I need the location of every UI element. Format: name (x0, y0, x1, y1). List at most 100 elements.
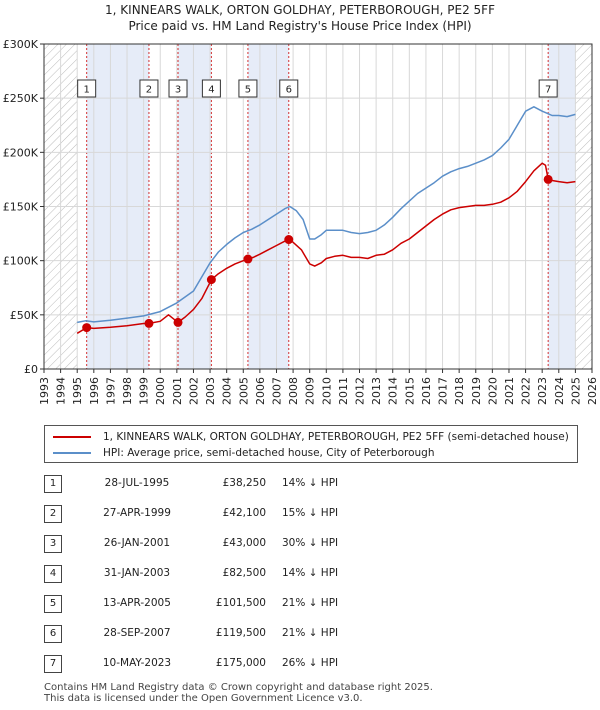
x-tick-label: 2025 (569, 377, 582, 405)
sale-label-number: 6 (286, 85, 292, 96)
plot-frame (43, 43, 593, 370)
y-tick-label: £200K (3, 146, 39, 159)
x-tick-label: 2008 (287, 377, 300, 405)
x-tick-label: 2001 (171, 377, 184, 405)
x-tick-label: 2002 (187, 377, 200, 405)
sale-label-number: 1 (83, 85, 89, 96)
transaction-date: 10-MAY-2023 (102, 657, 172, 669)
legend-label-property: 1, KINNEARS WALK, ORTON GOLDHAY, PETERBO… (103, 431, 569, 443)
sale-point (173, 317, 183, 327)
x-tick-label: 2000 (154, 377, 167, 405)
transaction-hpi: 26% ↓ HPI (282, 657, 339, 669)
x-tick-label: 2012 (354, 377, 367, 405)
x-tick-label: 1995 (71, 377, 84, 405)
x-tick-label: 2005 (237, 377, 250, 405)
transaction-price: £175,000 (215, 657, 266, 669)
transaction-row: 3 26-JAN-2001 £43,000 30% ↓ HPI (44, 535, 464, 555)
hpi-series-line (77, 106, 576, 324)
transaction-row: 2 27-APR-1999 £42,100 15% ↓ HPI (44, 505, 464, 525)
transaction-row: 1 28-JUL-1995 £38,250 14% ↓ HPI (44, 475, 464, 495)
x-tick-label: 2019 (470, 377, 483, 405)
y-tick-label: £150K (3, 201, 39, 214)
x-tick-label: 2016 (420, 377, 433, 405)
x-tick-label: 2014 (387, 377, 400, 405)
transaction-price: £101,500 (215, 597, 266, 609)
transaction-hpi: 21% ↓ HPI (282, 597, 339, 609)
legend-label-hpi: HPI: Average price, semi-detached house,… (103, 447, 435, 459)
transaction-hpi: 21% ↓ HPI (282, 627, 339, 639)
sale-label-number: 3 (175, 85, 181, 96)
transaction-number: 1 (44, 475, 62, 493)
transaction-price: £82,500 (222, 567, 266, 579)
x-tick-label: 2006 (254, 377, 267, 405)
x-tick-label: 2015 (403, 377, 416, 405)
transaction-hpi: 30% ↓ HPI (282, 537, 339, 549)
x-tick-label: 1993 (38, 377, 51, 405)
transaction-hpi: 15% ↓ HPI (282, 507, 339, 519)
y-tick-label: £100K (3, 255, 39, 268)
x-tick-label: 2017 (437, 377, 450, 405)
sale-label-box (201, 79, 221, 98)
sale-label-box (538, 79, 558, 98)
sale-point (543, 174, 553, 184)
x-tick-label: 2026 (586, 377, 599, 405)
chart-legend: 1, KINNEARS WALK, ORTON GOLDHAY, PETERBO… (44, 425, 578, 463)
x-tick-label: 2024 (553, 377, 566, 405)
footer-attribution: Contains HM Land Registry data © Crown c… (44, 682, 433, 704)
transaction-date: 31-JAN-2003 (103, 567, 171, 579)
footer-line-copyright: Contains HM Land Registry data © Crown c… (44, 682, 433, 693)
legend-entry-hpi: HPI: Average price, semi-detached house,… (53, 445, 435, 461)
x-tick-label: 2004 (221, 377, 234, 405)
transaction-number: 2 (44, 505, 62, 523)
legend-entry-property: 1, KINNEARS WALK, ORTON GOLDHAY, PETERBO… (53, 429, 569, 445)
x-tick-label: 1999 (138, 377, 151, 405)
y-tick-label: £0 (24, 363, 38, 376)
x-tick-label: 2021 (503, 377, 516, 405)
transaction-number: 7 (44, 655, 62, 673)
x-tick-label: 2023 (536, 377, 549, 405)
transaction-number: 5 (44, 595, 62, 613)
price-chart: 1, KINNEARS WALK, ORTON GOLDHAY, PETERBO… (3, 3, 599, 405)
transaction-date: 13-APR-2005 (103, 597, 171, 609)
x-tick-label: 2003 (204, 377, 217, 405)
x-tick-label: 2009 (304, 377, 317, 405)
sale-label-box (139, 79, 159, 98)
sale-point (284, 235, 294, 245)
footer-line-licence: This data is licensed under the Open Gov… (44, 693, 363, 704)
x-tick-label: 2011 (337, 377, 350, 405)
x-tick-label: 2007 (270, 377, 283, 405)
transaction-row: 6 28-SEP-2007 £119,500 21% ↓ HPI (44, 625, 464, 645)
chart-title-line1: 1, KINNEARS WALK, ORTON GOLDHAY, PETERBO… (105, 3, 495, 17)
sale-point (82, 323, 92, 333)
transaction-number: 6 (44, 625, 62, 643)
transaction-number: 3 (44, 535, 62, 553)
transaction-row: 7 10-MAY-2023 £175,000 26% ↓ HPI (44, 655, 464, 675)
sale-point (243, 254, 253, 264)
legend-swatch-property (53, 436, 91, 438)
transaction-price: £43,000 (222, 537, 266, 549)
sale-label-number: 2 (146, 85, 152, 96)
x-tick-label: 2022 (520, 377, 533, 405)
transaction-price: £119,500 (215, 627, 266, 639)
x-tick-label: 1994 (55, 377, 68, 405)
y-tick-label: £300K (3, 38, 39, 51)
transaction-row: 4 31-JAN-2003 £82,500 14% ↓ HPI (44, 565, 464, 585)
sale-label-box (77, 79, 97, 98)
x-tick-label: 2018 (453, 377, 466, 405)
transaction-number: 4 (44, 565, 62, 583)
transaction-date: 28-SEP-2007 (103, 627, 171, 639)
sale-label-number: 7 (545, 85, 551, 96)
sale-point (206, 275, 216, 285)
x-tick-label: 1997 (104, 377, 117, 405)
transaction-date: 27-APR-1999 (103, 507, 171, 519)
x-tick-label: 2020 (486, 377, 499, 405)
x-tick-label: 1998 (121, 377, 134, 405)
x-tick-label: 1996 (88, 377, 101, 405)
y-tick-label: £250K (3, 92, 39, 105)
x-tick-label: 2010 (320, 377, 333, 405)
transaction-hpi: 14% ↓ HPI (282, 567, 339, 579)
transaction-price: £42,100 (222, 507, 266, 519)
sale-point (144, 318, 154, 328)
transaction-date: 28-JUL-1995 (104, 477, 170, 489)
chart-title-line2: Price paid vs. HM Land Registry's House … (128, 19, 471, 33)
